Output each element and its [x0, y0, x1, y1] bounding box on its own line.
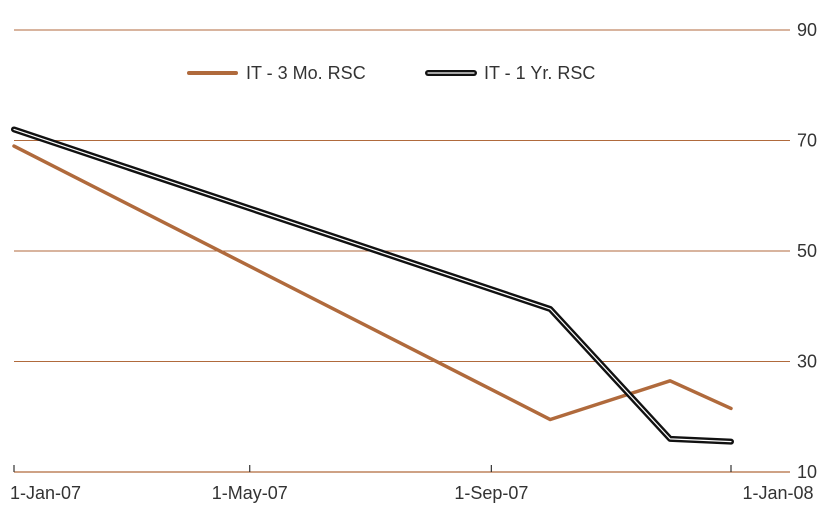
legend-label: IT - 1 Yr. RSC: [484, 63, 595, 83]
grid-lines: [14, 30, 790, 472]
y-tick-label-90: 90: [797, 20, 817, 40]
y-tick-labels: 10 30 50 70 90: [797, 20, 817, 482]
x-axis: 1-Jan-07 1-May-07 1-Sep-07 1-Jan-08: [10, 465, 814, 503]
legend: IT - 3 Mo. RSC IT - 1 Yr. RSC: [189, 63, 595, 83]
series-lines: [14, 129, 731, 441]
x-tick-label: 1-May-07: [212, 483, 288, 503]
series-line-3mo: [14, 146, 731, 419]
x-tick-label: 1-Jan-08: [742, 483, 813, 503]
x-tick-label: 1-Jan-07: [10, 483, 81, 503]
legend-label: IT - 3 Mo. RSC: [246, 63, 366, 83]
x-tick-label: 1-Sep-07: [454, 483, 528, 503]
y-tick-label-50: 50: [797, 241, 817, 261]
y-tick-label-70: 70: [797, 130, 817, 150]
y-tick-label-30: 30: [797, 351, 817, 371]
y-tick-label-10: 10: [797, 462, 817, 482]
